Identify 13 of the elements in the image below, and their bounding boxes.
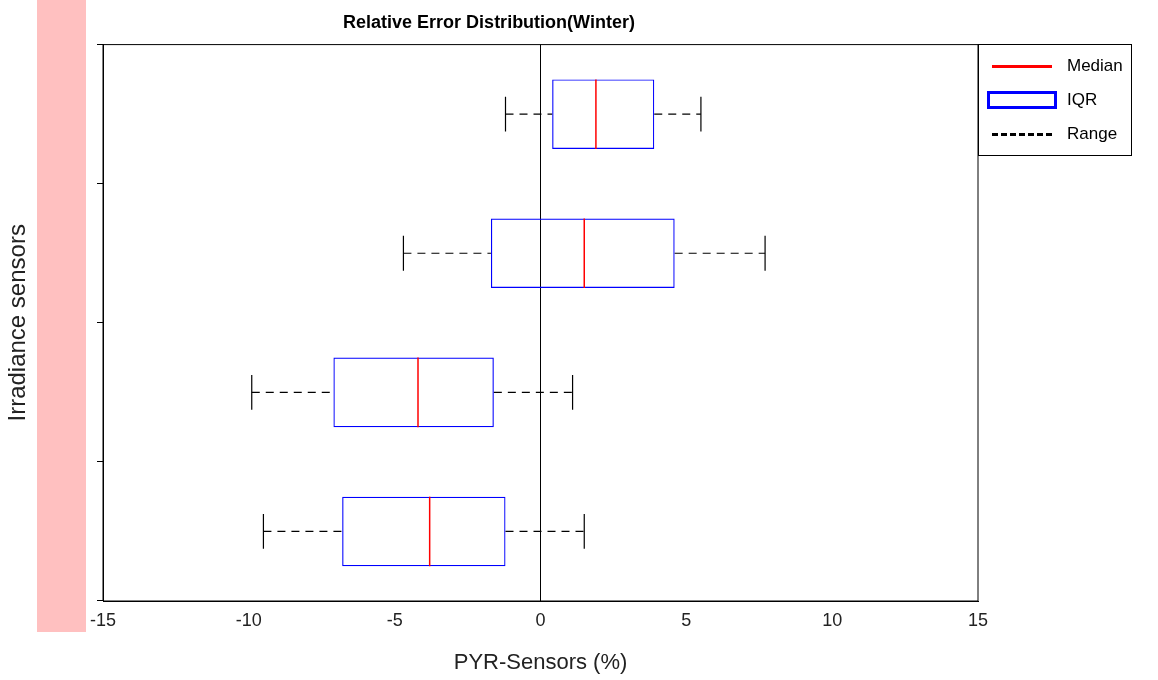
x-tick-label: 5 <box>681 609 692 630</box>
legend-label: IQR <box>1067 90 1098 110</box>
x-tick-label: -10 <box>235 609 262 630</box>
y-axis-title: Irradiance sensors <box>3 224 31 422</box>
x-tick-label: 10 <box>822 609 843 630</box>
x-axis-title: PYR-Sensors (%) <box>453 648 628 674</box>
legend-label: Median <box>1067 56 1123 76</box>
legend-label: Range <box>1067 124 1118 144</box>
x-tick-label: -5 <box>386 609 403 630</box>
x-tick-label: 0 <box>535 609 546 630</box>
x-tick-label: -15 <box>89 609 117 630</box>
x-tick-label: 15 <box>967 609 989 630</box>
chart-title: Relative Error Distribution(Winter) <box>343 11 635 32</box>
